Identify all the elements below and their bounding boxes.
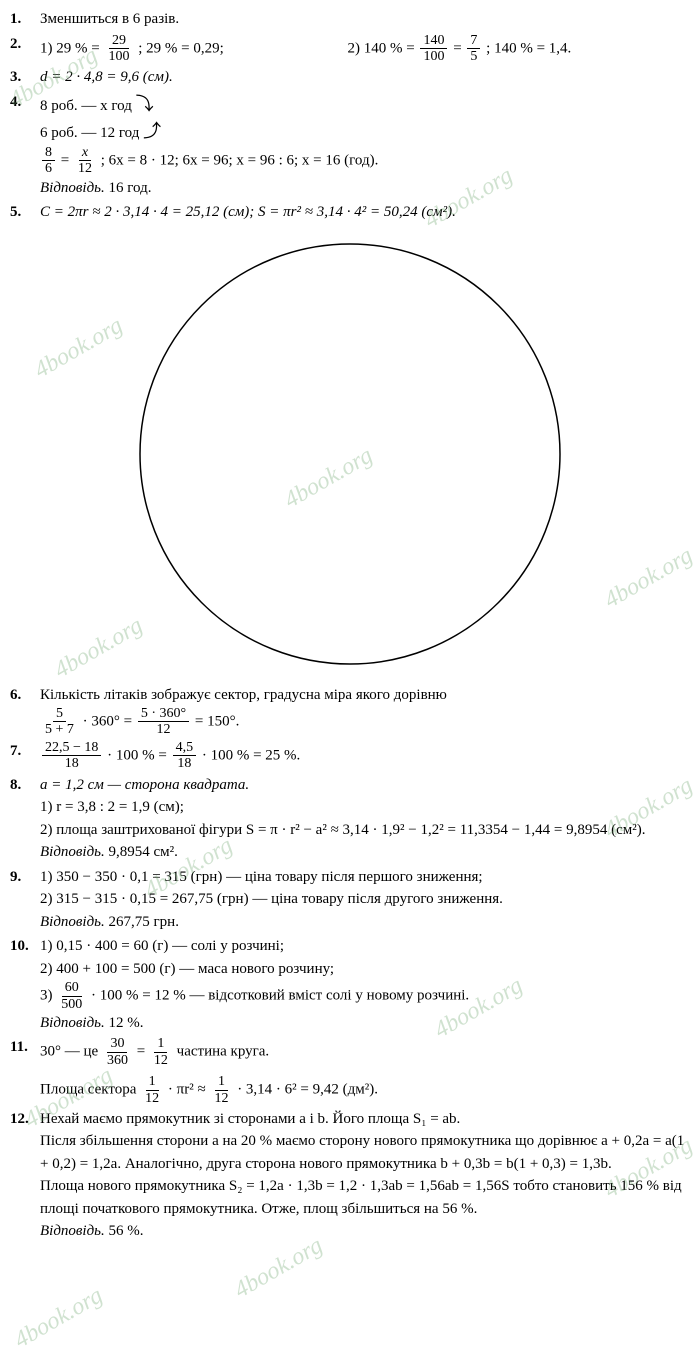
line: Площа нового прямокутника S₂ = 1,2a · 1,… — [40, 1175, 690, 1220]
fraction: 30360 — [104, 1036, 131, 1068]
problem-number: 11. — [10, 1036, 40, 1059]
problem-4: 4. 8 роб. — x год ⤵ 6 роб. — 12 год ⤴ 86… — [10, 91, 690, 199]
watermark: 4book.org — [8, 1278, 110, 1358]
line: 55 + 7 · 360° = 5 · 360°12 = 150°. — [40, 706, 690, 738]
line: Площа сектора 112 · πr² ≈ 112 · 3,14 · 6… — [40, 1074, 690, 1106]
line: 2) 315 − 315 · 0,15 = 267,75 (грн) — цін… — [40, 888, 690, 911]
problem-content: 30° — це 30360 = 112 частина круга. Площ… — [40, 1036, 690, 1106]
text: 2) 140 % = — [348, 40, 419, 56]
problem-number: 7. — [10, 740, 40, 763]
line: 1) 350 − 350 · 0,1 = 315 (грн) — ціна то… — [40, 866, 690, 889]
problem-text: d = 2 · 4,8 = 9,6 (см). — [40, 66, 690, 89]
line: 2) 400 + 100 = 500 (г) — маса нового роз… — [40, 958, 690, 981]
line: Після збільшення сторони a на 20 % маємо… — [40, 1130, 690, 1175]
problem-number: 2. — [10, 33, 40, 56]
problem-number: 4. — [10, 91, 40, 114]
fraction: x12 — [75, 145, 95, 177]
text: 1) 29 % = — [40, 40, 103, 56]
line: 86 = x12 ; 6x = 8 · 12; 6x = 96; x = 96 … — [40, 145, 690, 177]
problem-10: 10. 1) 0,15 · 400 = 60 (г) — солі у розч… — [10, 935, 690, 1034]
line: 6 роб. — 12 год ⤴ — [40, 118, 690, 145]
problem-number: 3. — [10, 66, 40, 89]
line: 1) 0,15 · 400 = 60 (г) — солі у розчині; — [40, 935, 690, 958]
text: ; 140 % = 1,4. — [486, 40, 571, 56]
problem-number: 1. — [10, 8, 40, 31]
fraction: 29100 — [105, 33, 132, 65]
fraction: 55 + 7 — [42, 706, 77, 738]
problem-text: C = 2πr ≈ 2 · 3,14 · 4 = 25,12 (см); S =… — [40, 201, 690, 224]
fraction: 75 — [467, 33, 480, 65]
problem-9: 9. 1) 350 − 350 · 0,1 = 315 (грн) — ціна… — [10, 866, 690, 934]
fraction: 112 — [151, 1036, 171, 1068]
problem-content: 22,5 − 1818 · 100 % = 4,518 · 100 % = 25… — [40, 740, 690, 772]
answer-line: Відповідь. 267,75 грн. — [40, 911, 690, 934]
problem-content: 1) 350 − 350 · 0,1 = 315 (грн) — ціна то… — [40, 866, 690, 934]
line: 30° — це 30360 = 112 частина круга. — [40, 1036, 690, 1068]
problem-12: 12. Нехай маємо прямокутник зі сторонами… — [10, 1108, 690, 1243]
fraction: 112 — [142, 1074, 162, 1106]
problem-3: 3. d = 2 · 4,8 = 9,6 (см). — [10, 66, 690, 89]
problem-content: a = 1,2 см — сторона квадрата. 1) r = 3,… — [40, 774, 690, 864]
fraction: 60500 — [58, 980, 85, 1012]
circle-figure — [10, 234, 690, 674]
problem-number: 10. — [10, 935, 40, 958]
problem-content: Кількість літаків зображує сектор, граду… — [40, 684, 690, 738]
line: 1) r = 3,8 : 2 = 1,9 (см); — [40, 796, 690, 819]
problem-content: 8 роб. — x год ⤵ 6 роб. — 12 год ⤴ 86 = … — [40, 91, 690, 199]
problem-text: Зменшиться в 6 разів. — [40, 8, 690, 31]
line: 3) 60500 · 100 % = 12 % — відсотковий вм… — [40, 980, 690, 1012]
answer-line: Відповідь. 16 год. — [40, 177, 690, 200]
problem-6: 6. Кількість літаків зображує сектор, гр… — [10, 684, 690, 738]
problem-1: 1. Зменшиться в 6 разів. — [10, 8, 690, 31]
answer-line: Відповідь. 12 %. — [40, 1012, 690, 1035]
problem-number: 5. — [10, 201, 40, 224]
fraction: 4,518 — [173, 740, 197, 772]
text: ; 29 % = 0,29; — [138, 40, 224, 56]
line: Кількість літаків зображує сектор, граду… — [40, 684, 690, 707]
part2: 2) 140 % = 140100 = 75 ; 140 % = 1,4. — [348, 33, 572, 65]
problem-5: 5. C = 2πr ≈ 2 · 3,14 · 4 = 25,12 (см); … — [10, 201, 690, 224]
fraction: 140100 — [420, 33, 447, 65]
bracket-icon: ⤴ — [143, 121, 161, 141]
problem-content: Нехай маємо прямокутник зі сторонами a і… — [40, 1108, 690, 1243]
fraction: 112 — [211, 1074, 231, 1106]
circle-svg — [130, 234, 570, 674]
text: = — [453, 40, 465, 56]
fraction: 5 · 360°12 — [138, 706, 189, 738]
problem-7: 7. 22,5 − 1818 · 100 % = 4,518 · 100 % =… — [10, 740, 690, 772]
problem-8: 8. a = 1,2 см — сторона квадрата. 1) r =… — [10, 774, 690, 864]
problem-number: 12. — [10, 1108, 40, 1131]
problem-content: 1) 29 % = 29100 ; 29 % = 0,29; 2) 140 % … — [40, 33, 690, 65]
fraction: 86 — [42, 145, 55, 177]
problem-11: 11. 30° — це 30360 = 112 частина круга. … — [10, 1036, 690, 1106]
problem-2: 2. 1) 29 % = 29100 ; 29 % = 0,29; 2) 140… — [10, 33, 690, 65]
bracket-icon: ⤵ — [136, 94, 154, 114]
problem-number: 8. — [10, 774, 40, 797]
line: 8 роб. — x год ⤵ — [40, 91, 690, 118]
line: 2) площа заштрихованої фігури S = π · r²… — [40, 819, 690, 842]
line: a = 1,2 см — сторона квадрата. — [40, 774, 690, 797]
problem-number: 9. — [10, 866, 40, 889]
problem-number: 6. — [10, 684, 40, 707]
problem-content: 1) 0,15 · 400 = 60 (г) — солі у розчині;… — [40, 935, 690, 1034]
line: Нехай маємо прямокутник зі сторонами a і… — [40, 1108, 690, 1131]
answer-line: Відповідь. 56 %. — [40, 1220, 690, 1243]
fraction: 22,5 − 1818 — [42, 740, 101, 772]
answer-line: Відповідь. 9,8954 см². — [40, 841, 690, 864]
